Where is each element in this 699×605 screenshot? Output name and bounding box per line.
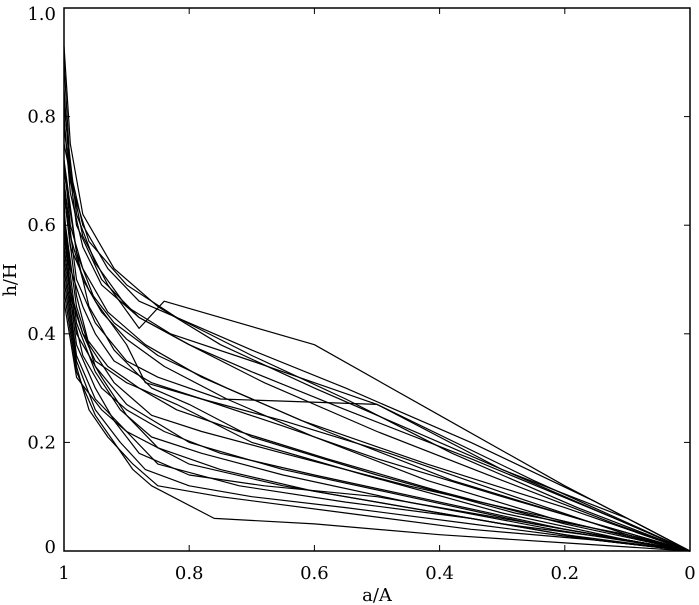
series-line-20 — [63, 301, 691, 552]
y-tick-label: 0.8 — [27, 107, 56, 128]
series-line-18 — [63, 279, 691, 552]
x-tick-label: 0 — [684, 563, 695, 584]
series-line-9 — [63, 181, 691, 552]
y-tick-label: 0.4 — [27, 324, 56, 345]
y-axis-label: h/H — [0, 263, 21, 296]
plot-frame — [63, 7, 691, 552]
series-line-14 — [63, 236, 691, 552]
series-line-26 — [63, 246, 691, 552]
series-line-25 — [63, 214, 691, 552]
series-group — [63, 45, 691, 552]
y-tick-label: 0 — [45, 537, 56, 558]
y-tick-label: 0.2 — [27, 432, 56, 453]
x-tick-label: 0.2 — [550, 563, 579, 584]
series-line-27 — [63, 181, 691, 552]
series-line-6 — [63, 143, 691, 552]
series-line-22 — [63, 159, 691, 552]
series-line-8 — [63, 170, 691, 552]
y-tick-label: 1.0 — [27, 4, 56, 25]
series-line-5 — [63, 127, 691, 552]
series-line-13 — [63, 225, 691, 552]
series-line-19 — [63, 290, 691, 552]
x-tick-label: 0.8 — [175, 563, 204, 584]
x-axis-ticks: 1 0.8 0.6 0.4 0.2 0 — [58, 8, 696, 584]
x-tick-label: 0.4 — [425, 563, 454, 584]
x-axis-label: a/A — [362, 585, 393, 605]
y-tick-label: 0.6 — [27, 215, 56, 236]
series-line-12 — [63, 214, 691, 552]
series-line-3 — [63, 89, 691, 552]
x-tick-label: 1 — [58, 563, 69, 584]
series-line-23 — [63, 116, 691, 552]
y-axis-ticks: 0 0.2 0.4 0.6 0.8 1.0 — [27, 4, 690, 558]
series-line-15 — [63, 246, 691, 552]
series-line-16 — [63, 257, 691, 552]
x-tick-label: 0.6 — [300, 563, 329, 584]
